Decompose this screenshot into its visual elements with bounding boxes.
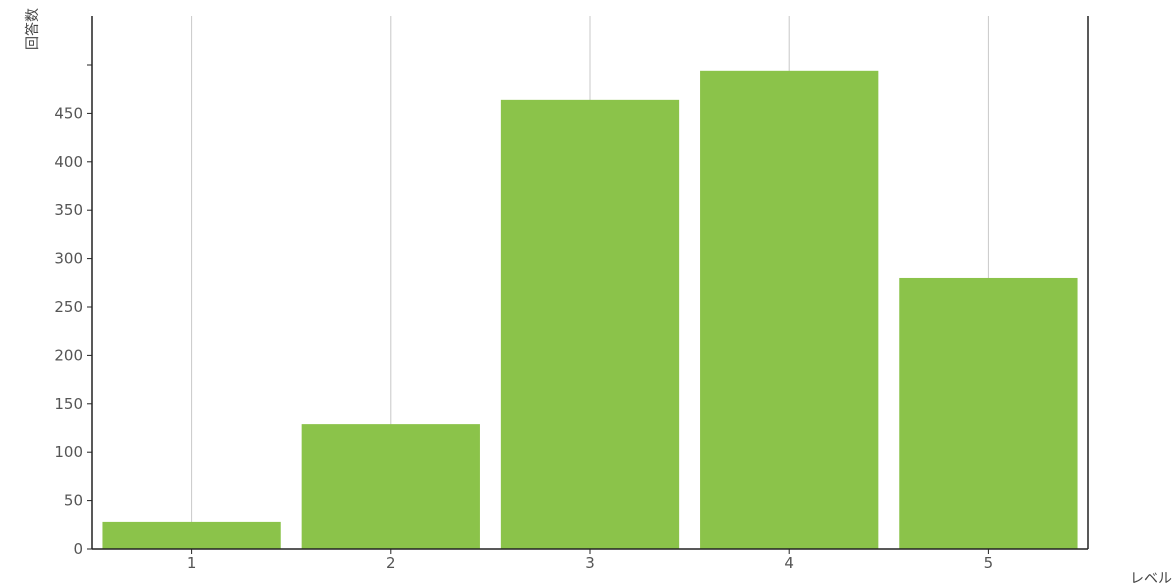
y-tick-label-450: 450 (54, 104, 83, 122)
x-tick-label-1: 1 (187, 554, 197, 572)
y-tick-label-200: 200 (54, 346, 83, 364)
bar-2 (301, 424, 480, 549)
bar-3 (500, 99, 680, 550)
x-tick-label-2: 2 (386, 554, 396, 572)
x-tick-label-4: 4 (784, 554, 794, 572)
y-tick-label-0: 0 (73, 540, 83, 558)
bars (102, 70, 1078, 550)
y-tick-label-50: 50 (64, 492, 83, 510)
y-tick-label-250: 250 (54, 298, 83, 316)
y-axis-title: 回答数 (24, 8, 41, 50)
bar-1 (102, 521, 281, 549)
bar-5 (899, 277, 1078, 549)
y-tick-label-150: 150 (54, 395, 83, 413)
y-tick-label-400: 400 (54, 153, 83, 171)
x-axis-title: レベル (1130, 571, 1172, 587)
x-tick-label-5: 5 (984, 554, 994, 572)
x-axis-ticks: 1 2 3 4 5 (187, 549, 993, 572)
x-tick-label-3: 3 (585, 554, 595, 572)
y-tick-label-300: 300 (54, 250, 83, 268)
y-axis-ticks: 0 50 100 150 200 250 300 350 400 450 (54, 64, 92, 558)
y-tick-label-100: 100 (54, 443, 83, 461)
bar-4 (700, 70, 879, 550)
y-tick-label-350: 350 (54, 201, 83, 219)
